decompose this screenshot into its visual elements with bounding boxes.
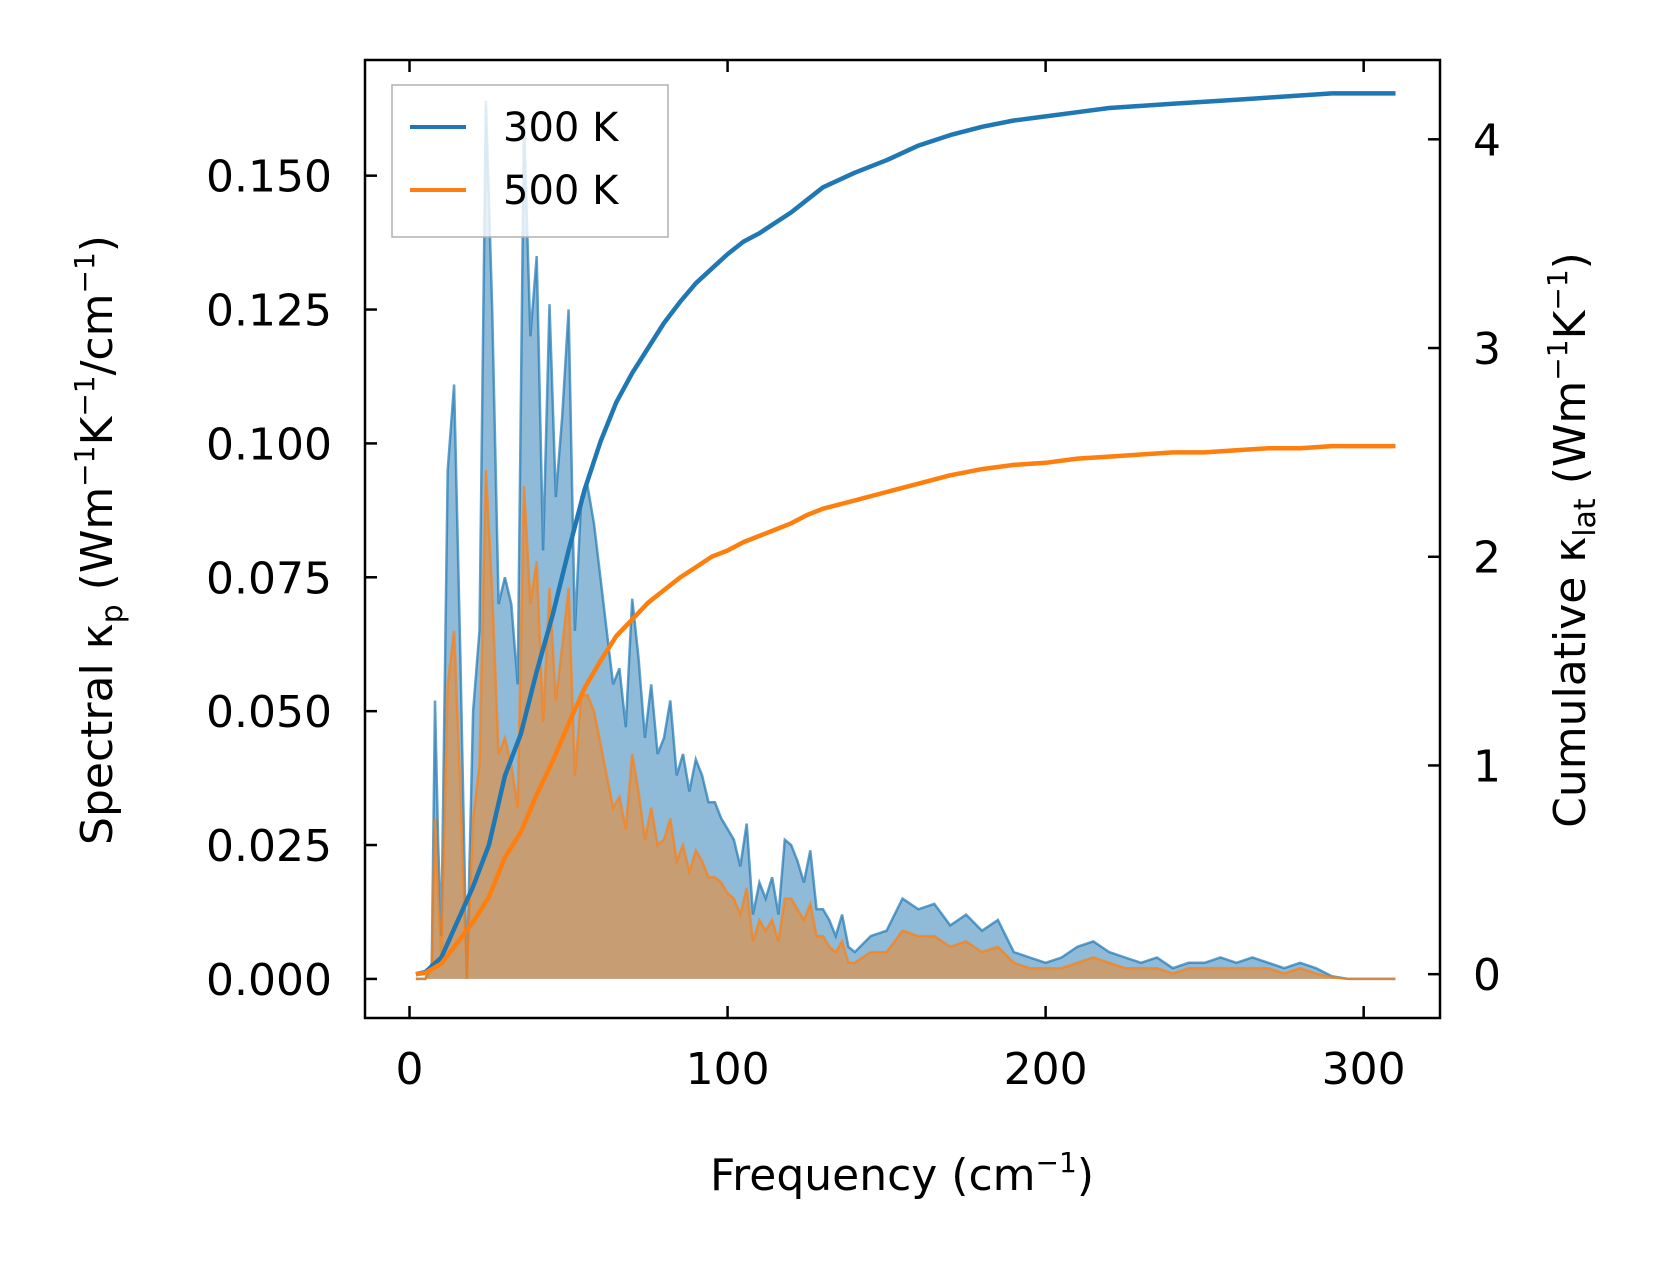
y-left-tick-label: 0.100 bbox=[206, 419, 332, 470]
x-tick-label: 300 bbox=[1322, 1044, 1406, 1095]
legend-label-300k: 300 K bbox=[503, 105, 620, 151]
legend: 300 K 500 K bbox=[391, 84, 669, 238]
axis-ticks: 0 100 200 300 0.000 0.025 0.050 0.075 0.100 0.125… bbox=[206, 60, 1501, 1095]
y-left-tick-label: 0.050 bbox=[206, 687, 332, 738]
y-right-tick-label: 2 bbox=[1473, 533, 1501, 584]
plot-area bbox=[415, 91, 1396, 981]
cumulative-line-500k bbox=[415, 443, 1396, 977]
axes-frame bbox=[363, 58, 1442, 1020]
spectral-line-500k bbox=[415, 470, 1396, 981]
cumulative-line-300k bbox=[415, 91, 1396, 977]
legend-box bbox=[391, 84, 669, 238]
spectral-line-300k bbox=[415, 100, 1396, 981]
legend-label-500k: 500 K bbox=[503, 168, 620, 214]
y-left-tick-label: 0.150 bbox=[206, 152, 332, 203]
x-tick-label: 200 bbox=[1004, 1044, 1088, 1095]
y-right-tick-label: 0 bbox=[1473, 950, 1501, 1001]
y-left-tick-label: 0.125 bbox=[206, 286, 332, 337]
right-y-axis-title: Cumulative κlat (Wm−1K−1) bbox=[1541, 252, 1603, 828]
x-axis-title: Frequency (cm−1) bbox=[710, 1146, 1094, 1201]
spectral-area-300k bbox=[415, 100, 1396, 979]
x-tick-label: 100 bbox=[686, 1044, 770, 1095]
y-left-tick-label: 0.000 bbox=[206, 955, 332, 1006]
y-right-tick-label: 3 bbox=[1473, 324, 1501, 375]
y-right-tick-label: 4 bbox=[1473, 115, 1501, 166]
x-tick-label: 0 bbox=[396, 1044, 424, 1095]
y-left-tick-label: 0.075 bbox=[206, 553, 332, 604]
spectral-area-500k bbox=[415, 470, 1396, 979]
left-y-axis-title: Spectral κp (Wm−1K−1/cm−1) bbox=[68, 235, 130, 845]
y-right-tick-label: 1 bbox=[1473, 741, 1501, 792]
y-left-tick-label: 0.025 bbox=[206, 821, 332, 872]
